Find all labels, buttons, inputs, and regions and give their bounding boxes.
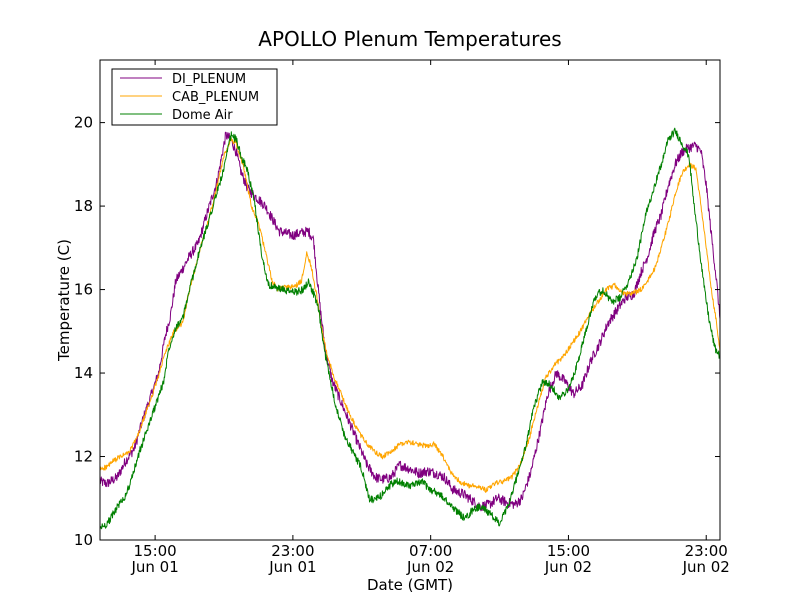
y-tick-label: 16 <box>74 281 93 299</box>
legend: DI_PLENUM CAB_PLENUM Dome Air <box>111 68 278 126</box>
plot-frame <box>99 59 721 541</box>
y-tick-label: 12 <box>74 448 93 466</box>
series-layer <box>100 127 720 530</box>
x-tick-label-time: 23:00 <box>685 542 728 560</box>
x-tick-label-date: Jun 02 <box>406 558 454 576</box>
y-tick-label: 14 <box>74 364 93 382</box>
x-tick-label-date: Jun 01 <box>268 558 316 576</box>
x-tick-label-time: 15:00 <box>547 542 590 560</box>
x-axis-label: Date (GMT) <box>367 576 453 594</box>
x-tick-label-date: Jun 02 <box>544 558 592 576</box>
series-line-dome-air <box>100 127 720 530</box>
legend-label-dome-air: Dome Air <box>172 108 233 123</box>
y-tick-label: 18 <box>74 197 93 215</box>
series-line-di-plenum <box>100 131 720 512</box>
y-axis-label: Temperature (C) <box>55 239 73 362</box>
x-tick-label-time: 23:00 <box>271 542 314 560</box>
chart-title: APOLLO Plenum Temperatures <box>258 27 561 51</box>
x-tick-label-time: 07:00 <box>409 542 452 560</box>
y-tick-label: 10 <box>74 531 93 549</box>
x-tick-label-date: Jun 02 <box>682 558 730 576</box>
legend-label-cab-plenum: CAB_PLENUM <box>172 90 259 105</box>
y-axis: 10 12 14 16 18 20 <box>74 114 720 549</box>
legend-items: DI_PLENUM CAB_PLENUM Dome Air <box>120 72 259 123</box>
y-tick-label: 20 <box>74 114 93 132</box>
legend-label-di-plenum: DI_PLENUM <box>172 72 246 87</box>
x-tick-label-date: Jun 01 <box>130 558 178 576</box>
x-tick-label-time: 15:00 <box>133 542 176 560</box>
